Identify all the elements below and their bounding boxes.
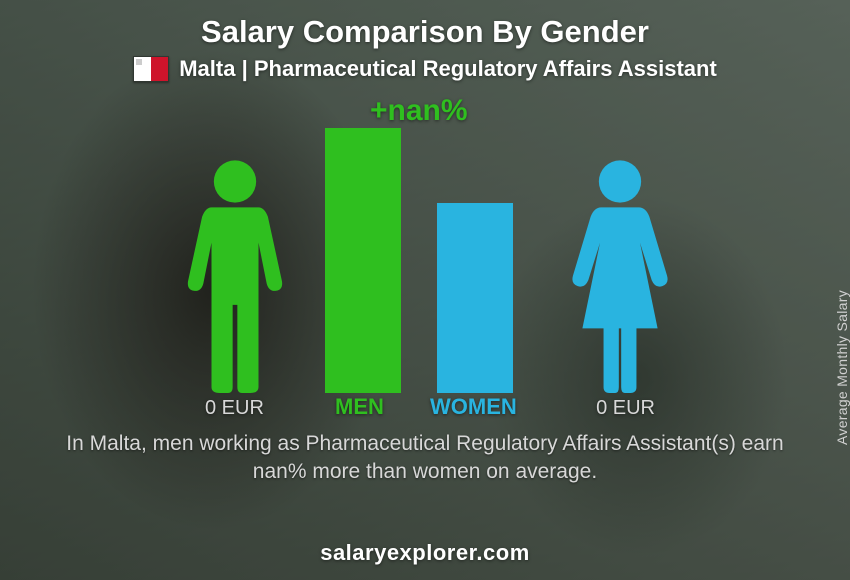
female-body (572, 207, 667, 393)
footer-source: salaryexplorer.com (0, 540, 850, 566)
flag-right-stripe (151, 57, 168, 81)
y-axis-label: Average Monthly Salary (834, 290, 850, 445)
chart-area: +nan% 0 EUR MEN WOMEN 0 EUR (145, 100, 705, 420)
male-body (188, 207, 282, 393)
male-pictogram-icon (175, 158, 295, 393)
job-title-label: Pharmaceutical Regulatory Affairs Assist… (254, 56, 717, 81)
women-value-label: 0 EUR (596, 397, 655, 420)
flag-george-cross (136, 59, 142, 65)
men-bar (325, 128, 401, 393)
subtitle-row: Malta | Pharmaceutical Regulatory Affair… (0, 56, 850, 82)
women-bar (437, 203, 513, 393)
infographic-content: Salary Comparison By Gender Malta | Phar… (0, 0, 850, 580)
page-title: Salary Comparison By Gender (0, 0, 850, 50)
female-pictogram-icon (555, 158, 685, 393)
subtitle-text: Malta | Pharmaceutical Regulatory Affair… (179, 56, 717, 82)
country-label: Malta (179, 56, 235, 81)
men-bar-label: MEN (335, 394, 384, 420)
women-bar-label: WOMEN (430, 394, 517, 420)
female-head (599, 160, 641, 202)
malta-flag-icon (133, 56, 169, 82)
delta-percent-label: +nan% (370, 94, 468, 128)
male-head (214, 160, 256, 202)
men-value-label: 0 EUR (205, 397, 264, 420)
separator: | (242, 56, 254, 81)
description-text: In Malta, men working as Pharmaceutical … (0, 420, 850, 487)
flag-left-stripe (134, 57, 151, 81)
